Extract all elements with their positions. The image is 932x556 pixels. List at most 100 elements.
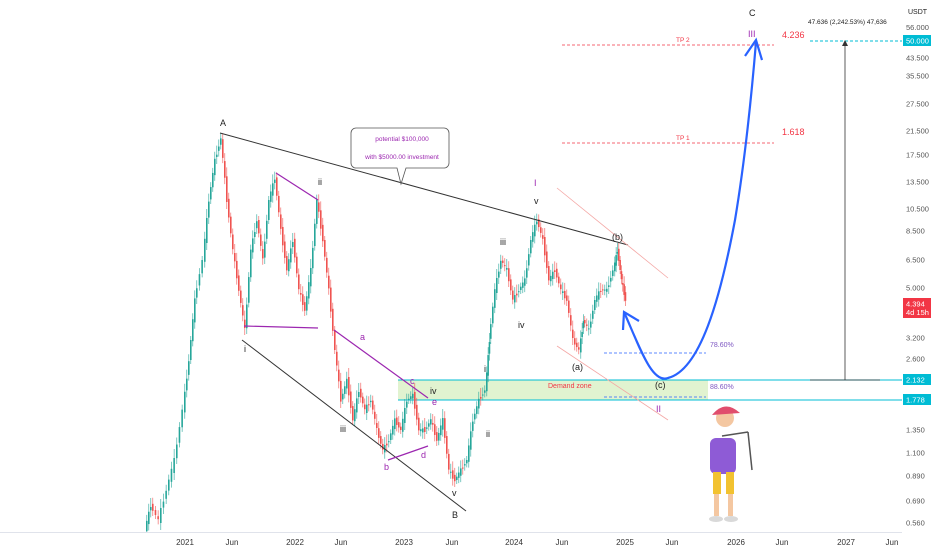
candle-body xyxy=(252,238,254,253)
candle-body xyxy=(556,268,558,278)
candle-body xyxy=(418,417,420,431)
candle-body xyxy=(230,216,232,234)
fib-1618-label: 1.618 xyxy=(782,127,805,137)
candle-body xyxy=(450,471,452,473)
price-tick-label: 1.100 xyxy=(906,449,925,458)
candle-body xyxy=(152,503,154,511)
candle-body xyxy=(620,271,623,280)
candle-body xyxy=(510,279,512,291)
time-tick-label: Jun xyxy=(776,538,789,547)
time-axis[interactable]: 2021 Jun 2022 Jun 2023 Jun 2024 Jun 2025 Jun 2026 J… xyxy=(0,532,902,551)
price-tick-label: 10.500 xyxy=(906,205,929,214)
time-tick-label: 2026 xyxy=(727,538,745,547)
price-tick-label: 1.778 xyxy=(906,396,925,405)
time-axis-svg: 2021 Jun 2022 Jun 2023 Jun 2024 Jun 2025 Jun 2026 J… xyxy=(176,538,899,547)
candle-body xyxy=(188,361,190,375)
candle-body xyxy=(328,275,330,289)
candle-body xyxy=(260,234,262,246)
wave-label-b: b xyxy=(384,462,389,472)
candle-body xyxy=(476,406,478,414)
candle-body xyxy=(482,394,484,396)
candle-body xyxy=(350,391,352,408)
wave-label-iv-2: iv xyxy=(518,320,525,330)
candle-body xyxy=(588,328,590,330)
candle-body xyxy=(562,291,564,293)
candle-body xyxy=(358,392,360,397)
candle-body xyxy=(238,275,240,291)
candle-body xyxy=(582,321,585,329)
candle-body xyxy=(544,237,546,256)
candle-body xyxy=(394,418,396,430)
candle-body xyxy=(458,472,460,478)
candle-body xyxy=(432,423,434,425)
candle-body xyxy=(270,191,272,202)
price-axis-svg: USDT 50.000 43.500 35.500 27.500 21.500 17.50… xyxy=(903,9,931,528)
candle-body xyxy=(406,401,408,408)
wave-label-ii-1: ii xyxy=(318,177,322,187)
candle-body xyxy=(568,300,570,313)
candle-body xyxy=(176,444,178,459)
candle-body xyxy=(216,154,218,157)
time-tick-label: Jun xyxy=(556,538,569,547)
price-tick-label: 17.500 xyxy=(906,151,929,160)
candle-body xyxy=(400,426,402,430)
fib-786-label: 78.60% xyxy=(710,342,734,349)
candle-body xyxy=(410,396,412,399)
candle-body xyxy=(460,468,462,476)
candle-body xyxy=(426,427,428,429)
time-tick-label: Jun xyxy=(446,538,459,547)
price-marker xyxy=(903,394,931,405)
price-axis[interactable]: USDT 50.000 43.500 35.500 27.500 21.500 17.50… xyxy=(902,0,932,550)
candle-body xyxy=(578,347,580,350)
candle-body xyxy=(619,260,621,270)
candle-body xyxy=(498,271,500,278)
candle-body xyxy=(300,293,302,295)
candle-body xyxy=(560,284,562,290)
candle-body xyxy=(392,425,394,435)
candle-body xyxy=(316,199,318,224)
candle-body xyxy=(618,248,620,261)
candle-body xyxy=(218,146,220,151)
candle-body xyxy=(157,516,159,520)
candle-body xyxy=(298,274,300,290)
candle-body xyxy=(610,277,612,282)
candle-body xyxy=(220,138,222,145)
wave-label-d: d xyxy=(421,450,426,460)
price-chart[interactable]: Demand zone TP 2 4.236 TP 1 1.618 78.60%… xyxy=(0,0,902,537)
candle-body xyxy=(190,340,192,360)
candle-body xyxy=(386,443,388,446)
candle-body xyxy=(162,501,165,508)
candle-body xyxy=(332,308,334,331)
candle-body xyxy=(530,240,532,254)
wave-label-wa: (a) xyxy=(572,362,583,372)
candle-body xyxy=(408,398,410,400)
chart-area[interactable]: Demand zone TP 2 4.236 TP 1 1.618 78.60%… xyxy=(0,0,902,537)
wave-label-iii-2: iii xyxy=(500,237,506,247)
channel-upper-line xyxy=(556,187,669,279)
candle-body xyxy=(266,220,268,239)
candle-body xyxy=(280,214,282,229)
candle-body xyxy=(344,386,346,394)
candle-body xyxy=(366,404,368,413)
price-tick-label: 0.560 xyxy=(906,519,925,528)
candle-body xyxy=(148,511,150,525)
wave-label-i-1: i xyxy=(244,344,246,354)
candle-body xyxy=(236,260,238,279)
candle-body xyxy=(412,393,414,399)
candle-body xyxy=(546,251,548,268)
candle-body xyxy=(478,398,480,409)
candle-body xyxy=(150,507,152,511)
candle-body xyxy=(602,289,604,291)
candle-body xyxy=(430,419,432,425)
candle-body xyxy=(234,253,236,262)
candle-body xyxy=(360,388,362,398)
candle-body xyxy=(536,221,538,225)
candle-body xyxy=(168,479,170,491)
candle-body xyxy=(165,490,167,499)
candle-body xyxy=(516,293,518,296)
demand-zone-label: Demand zone xyxy=(548,383,592,390)
time-tick-label: 2021 xyxy=(176,538,194,547)
time-tick-label: Jun xyxy=(886,538,899,547)
candle-body xyxy=(512,290,514,300)
candle-body xyxy=(490,324,492,339)
